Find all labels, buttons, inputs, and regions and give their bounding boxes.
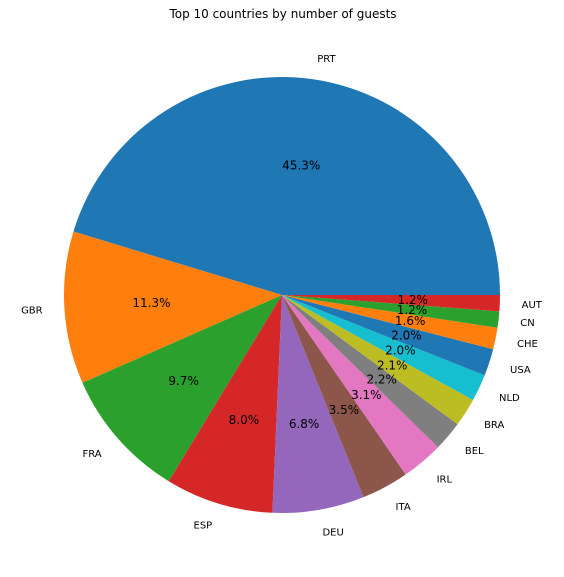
pie-slice-prt bbox=[73, 77, 500, 295]
pie-slice-ita bbox=[282, 295, 406, 498]
pie-slice-che bbox=[282, 295, 498, 350]
pie-slice-fra bbox=[82, 295, 282, 482]
slice-label-nld: NLD bbox=[499, 393, 520, 404]
pie-slice-bel bbox=[282, 295, 458, 448]
slice-label-prt: PRT bbox=[317, 54, 336, 65]
pie-slice-usa bbox=[282, 295, 494, 376]
slice-label-gbr: GBR bbox=[21, 305, 43, 316]
pie-slice-bra bbox=[282, 295, 474, 425]
slice-label-bra: BRA bbox=[484, 420, 504, 431]
slice-percent-nld: 2.0% bbox=[385, 344, 416, 358]
slice-percent-bra: 2.1% bbox=[377, 358, 408, 372]
slice-label-che: CHE bbox=[517, 339, 538, 350]
category-labels: PRT GBR FRA ESP DEU ITA IRL BEL BRA NLD USA CHE CN AU… bbox=[21, 54, 543, 539]
slice-percent-deu: 6.8% bbox=[289, 417, 320, 431]
percentage-labels: 45.3%11.3%9.7%8.0% 6.8%3.5%3.1%2.2%2.1%2.… bbox=[132, 159, 428, 431]
slice-label-bel: BEL bbox=[465, 446, 484, 457]
pie-slice-deu bbox=[272, 295, 364, 514]
pie-slice-aut bbox=[282, 295, 500, 312]
slice-label-ita: ITA bbox=[396, 502, 411, 513]
slice-percent-irl: 3.1% bbox=[351, 388, 382, 402]
pie-slices bbox=[64, 77, 500, 514]
slice-label-fra: FRA bbox=[82, 449, 101, 460]
slice-label-cn: CN bbox=[520, 318, 534, 329]
slice-percent-ita: 3.5% bbox=[329, 403, 360, 417]
slice-percent-che: 1.6% bbox=[395, 314, 426, 328]
slice-label-aut: AUT bbox=[522, 300, 543, 311]
slice-percent-bel: 2.2% bbox=[366, 373, 397, 387]
slice-label-deu: DEU bbox=[322, 527, 343, 538]
pie-slice-gbr bbox=[64, 231, 283, 383]
slice-percent-esp: 8.0% bbox=[229, 413, 260, 427]
slice-percent-fra: 9.7% bbox=[168, 374, 199, 388]
pie-slice-cn bbox=[282, 295, 500, 328]
slice-label-irl: IRL bbox=[437, 474, 453, 485]
pie-slice-esp bbox=[168, 295, 282, 513]
pie-slice-nld bbox=[282, 295, 485, 401]
slice-percent-aut: 1.2% bbox=[397, 293, 428, 307]
slice-percent-prt: 45.3% bbox=[282, 159, 320, 173]
slice-label-usa: USA bbox=[510, 365, 531, 376]
slice-percent-gbr: 11.3% bbox=[132, 296, 170, 310]
chart-title: Top 10 countries by number of guests bbox=[168, 7, 396, 21]
slice-label-esp: ESP bbox=[194, 520, 213, 531]
pie-slice-irl bbox=[282, 295, 439, 475]
slice-percent-usa: 2.0% bbox=[391, 328, 422, 342]
slice-percent-cn: 1.2% bbox=[397, 303, 428, 317]
